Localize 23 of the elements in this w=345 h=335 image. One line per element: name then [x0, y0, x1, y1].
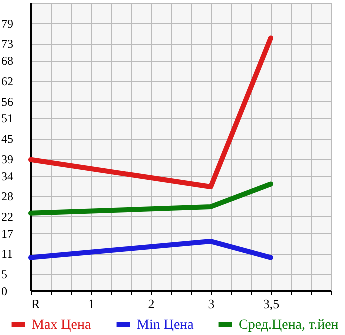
y-tick-label: 39 [2, 152, 14, 166]
y-tick-label: 5 [2, 268, 8, 282]
y-tick-label: 73 [2, 37, 14, 52]
x-tick-label: R [32, 296, 40, 312]
y-tick-label: 51 [2, 112, 14, 126]
y-tick-label: 45 [2, 132, 14, 146]
y-tick-label: 22 [2, 210, 14, 224]
legend-label: Min Цена [137, 318, 195, 333]
y-tick-label: 62 [2, 74, 14, 88]
y-tick-label: 68 [2, 54, 14, 68]
y-tick-label: 0 [2, 284, 8, 298]
y-tick-label: 28 [2, 190, 14, 204]
legend-label: Max Цена [32, 318, 92, 333]
x-tick-label: 3,5 [263, 296, 280, 312]
x-tick-label: 1 [88, 296, 95, 312]
y-tick-label: 17 [2, 226, 14, 241]
x-tick-label: 2 [148, 296, 155, 312]
x-tick-label: 3 [208, 296, 215, 312]
y-tick-label: 56 [2, 94, 14, 109]
legend-label: Сред.Цена, т.йен [239, 318, 340, 333]
y-tick-label: 11 [2, 247, 14, 262]
y-tick-label: 34 [2, 169, 14, 184]
y-tick-label: 79 [2, 16, 14, 31]
